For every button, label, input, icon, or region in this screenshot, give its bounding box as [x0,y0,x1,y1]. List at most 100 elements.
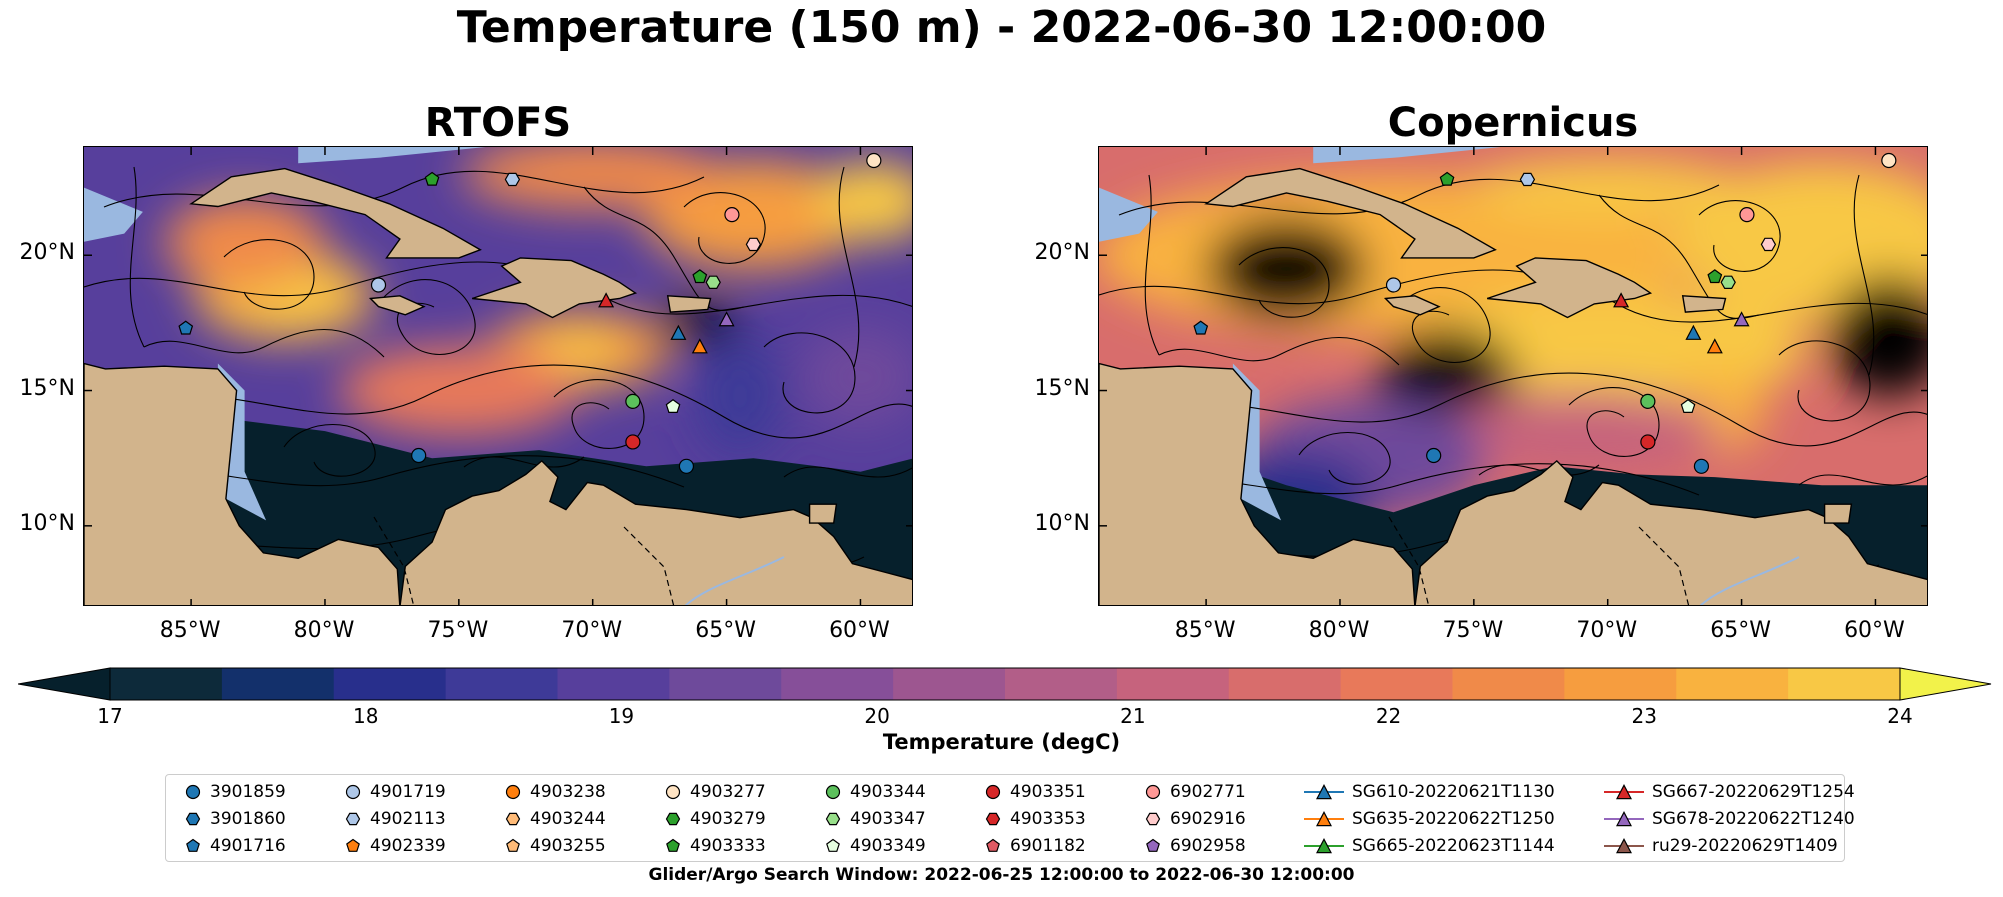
legend-item: 4903279 [664,806,766,832]
temperature-anomaly [800,327,912,427]
colorbar-tick-label: 21 [1120,704,1146,728]
shelf-area [84,187,143,242]
legend-item: 4903344 [824,779,926,805]
legend-symbol [506,838,520,852]
lon-tick-label: 70°W [1576,618,1638,643]
colorbar-tick-label: 22 [1375,704,1402,728]
streamline [1778,340,1871,422]
streamline [143,328,385,358]
legend-symbol [1316,784,1332,800]
observation-marker [1720,275,1736,289]
search-window-text: Glider/Argo Search Window: 2022-06-25 12… [648,865,1355,885]
land-trinidad [1823,503,1853,524]
map-panel-copernicus[interactable] [1098,146,1928,606]
legend-item: 4901716 [184,833,286,859]
legend-item: 4902339 [344,833,446,859]
temperature-anomaly [1671,161,1927,322]
legend-label: 4903353 [1010,809,1086,829]
legend-item: 3901860 [184,806,286,832]
temperature-anomaly [1467,157,1748,218]
land [84,167,912,605]
land-centralAmerica [1099,362,1416,605]
observation-marker [1640,393,1656,409]
colorbar-segment [1452,668,1565,700]
observation-markers [1193,152,1897,474]
legend-label: 4903277 [690,782,766,802]
legend-marker [986,838,1000,852]
land-hispaniola [471,257,638,319]
legend-label: 6902916 [1170,809,1246,829]
legend-marker [825,784,841,800]
streamline [463,456,585,468]
legend-marker [1604,838,1644,854]
legend: 3901859 3901860 4901716 4901719 4902113 49023… [165,774,1855,862]
streamline [1478,464,1600,476]
legend-label: SG610-20220621T1130 [1352,782,1555,802]
legend-item: 3901859 [184,779,286,805]
observation-marker [1439,171,1455,186]
lat-tick-label: 20°N [19,240,75,266]
figure-title: Temperature (150 m) - 2022-06-30 12:00:0… [456,2,1547,53]
streamline [1238,247,1330,318]
temperature-anomaly [338,345,579,436]
streamline [683,192,766,264]
legend-marker [185,812,201,826]
lon-tick-label: 80°W [293,618,355,643]
legend-symbol [1616,811,1632,827]
legend-label: 4902113 [370,809,446,829]
observation-marker [1385,277,1402,293]
observation-marker [866,152,882,169]
legend-item: SG610-20220621T1130 [1304,779,1555,805]
land-southAmerica [1414,459,1927,605]
colorbar-segment [1564,668,1677,700]
streamline [1158,336,1400,366]
colorbar-tick-label: 18 [352,704,379,728]
observation-marker [670,324,687,340]
streamline [1398,287,1491,363]
legend-label: SG665-20220623T1144 [1352,836,1555,856]
legend-marker [1304,838,1344,854]
observation-marker [1881,152,1897,169]
river [1699,556,1800,605]
land-centralAmerica [84,362,401,605]
legend-symbol [986,838,1000,852]
legend-marker [186,838,200,852]
legend-marker [506,838,520,852]
colorbar-segment [781,668,894,700]
legend-marker [345,812,361,826]
legend-marker [985,784,1001,800]
legend-label: 4903279 [690,809,766,829]
temperature-anomaly [462,147,723,210]
observation-marker [178,320,194,335]
shelf-area [298,147,486,164]
observation-marker [625,434,641,450]
legend-item: 4901719 [344,779,446,805]
map-panel-rtofs[interactable] [83,146,913,606]
legend-symbol [1316,811,1332,827]
colorbar-segment [1228,668,1342,700]
legend-label: 4903344 [850,782,926,802]
colorbar-segment [333,668,447,700]
legend-item: ru29-20220629T1409 [1604,833,1838,859]
streamline [1698,200,1781,272]
legend-marker [826,838,840,852]
streamline [1298,431,1391,485]
streamline [103,170,705,208]
land-puertoRico [1681,295,1727,313]
current-streamlines [1099,174,1927,576]
colorbar-segment [445,668,558,700]
land-trinidad [808,503,838,524]
observation-marker [1693,458,1710,474]
lon-tick-label: 85°W [1174,618,1236,643]
colorbar-over-extend [1899,667,1992,701]
lon-tick-label: 80°W [1308,618,1370,643]
legend-symbol [826,838,840,852]
colorbar-under-extend [18,667,111,701]
colorbar [18,667,1992,701]
legend-item: 4903255 [504,833,606,859]
lon-tick-label: 65°W [695,618,756,643]
legend-symbol [1616,784,1632,800]
observation-marker [665,399,681,413]
observation-marker [504,172,521,187]
streamline [838,166,860,368]
